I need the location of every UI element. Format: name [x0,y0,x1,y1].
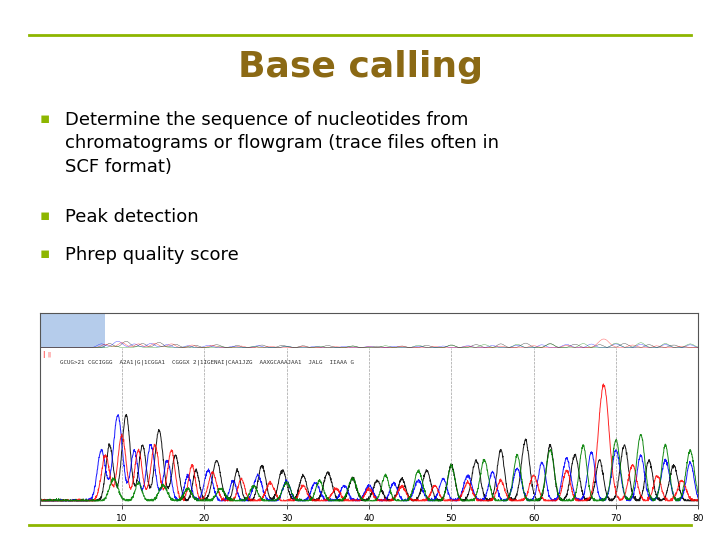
Text: |: | [42,351,45,358]
Text: ▪: ▪ [40,208,50,223]
Text: Base calling: Base calling [238,51,482,84]
Bar [40,313,106,348]
Text: GCUG>21 CGCIGGG  A2A1|G|1CGGA1  CGGGX 2|1IGENAI|CAA1JZG  AAXGCAAAJAA1  JALG  IIA: GCUG>21 CGCIGGG A2A1|G|1CGGA1 CGGGX 2|1I… [60,360,354,365]
Text: Peak detection: Peak detection [65,208,199,226]
Text: ▪: ▪ [40,246,50,261]
Text: Determine the sequence of nucleotides from
chromatograms or flowgram (trace file: Determine the sequence of nucleotides fr… [65,111,499,176]
Text: ||: || [48,352,52,357]
Text: ▪: ▪ [40,111,50,126]
Text: Phrep quality score: Phrep quality score [65,246,238,264]
